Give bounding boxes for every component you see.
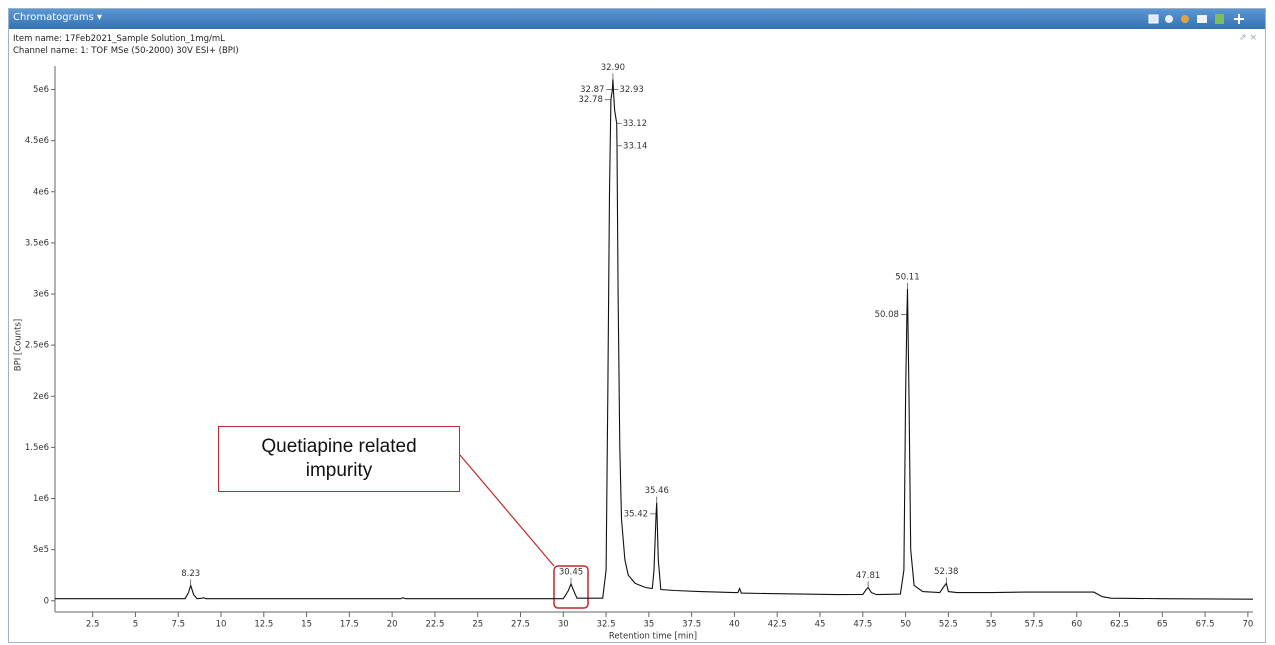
peak-label: 8.23 [181, 569, 200, 579]
x-tick-label: 55 [986, 620, 997, 630]
x-tick-label: 35 [643, 620, 654, 630]
x-tick-label: 27.5 [511, 620, 530, 630]
peak-label: 52.38 [934, 567, 958, 577]
callout-line [459, 454, 555, 567]
x-tick-label: 32.5 [597, 620, 616, 630]
x-tick-label: 37.5 [682, 620, 701, 630]
icon[interactable] [1197, 15, 1207, 23]
x-tick-label: 10 [216, 620, 227, 630]
x-tick-label: 5 [133, 620, 138, 630]
x-tick-label: 17.5 [340, 620, 359, 630]
icon[interactable] [1215, 14, 1224, 24]
x-tick-label: 42.5 [768, 620, 787, 630]
icon[interactable] [1234, 14, 1244, 24]
x-tick-label: 67.5 [1196, 620, 1215, 630]
peak-label: 32.87 [580, 85, 604, 95]
annotation: Quetiapine related impurity [218, 426, 460, 492]
icon[interactable] [1148, 14, 1159, 24]
y-tick-label: 2.5e6 [25, 341, 49, 351]
item-name: Item name: 17Feb2021_Sample Solution_1mg… [13, 34, 225, 44]
x-tick-label: 45 [815, 620, 826, 630]
y-tick-label: 4e6 [33, 187, 49, 197]
x-tick-label: 47.5 [853, 620, 872, 630]
x-tick-label: 22.5 [425, 620, 444, 630]
y-tick-label: 3.5e6 [25, 238, 49, 248]
y-tick-label: 1e6 [33, 494, 49, 504]
icon[interactable] [1181, 15, 1189, 23]
x-tick-label: 7.5 [171, 620, 185, 630]
y-tick-label: 5e6 [33, 85, 49, 95]
x-axis-title: Retention time [min] [609, 632, 697, 642]
pin-close[interactable]: ⇗ × [1239, 33, 1257, 43]
tab[interactable]: Chromatograms ▾ [13, 12, 102, 23]
peak-label: 50.08 [875, 310, 899, 320]
tab-label[interactable]: Chromatograms [13, 12, 94, 23]
toolbar-icons [1148, 14, 1244, 24]
trace [55, 79, 1254, 600]
channel-name: Channel name: 1: TOF MSe (50-2000) 30V E… [13, 46, 239, 56]
peak-label: 32.93 [619, 85, 643, 95]
x-tick-label: 62.5 [1110, 620, 1129, 630]
x-tick-label: 57.5 [1024, 620, 1043, 630]
x-tick-label: 60 [1071, 620, 1082, 630]
highlight-box [553, 565, 589, 609]
y-tick-label: 2e6 [33, 392, 49, 402]
peak-label: 32.78 [579, 95, 603, 105]
y-tick-label: 4.5e6 [25, 136, 49, 146]
x-tick-label: 50 [900, 620, 911, 630]
peak-label: 50.11 [895, 272, 919, 282]
y-axis-title: BPI [Counts] [14, 319, 24, 371]
peak-label: 33.12 [623, 119, 647, 129]
window: Chromatograms ▾ Item name: 17Feb2021_Sam… [8, 8, 1266, 643]
title-bar: Chromatograms ▾ [9, 9, 1265, 29]
x-tick-label: 30 [558, 620, 569, 630]
x-tick-label: 52.5 [939, 620, 958, 630]
x-tick-label: 2.5 [86, 620, 100, 630]
x-tick-label: 65 [1157, 620, 1168, 630]
x-tick-label: 40 [729, 620, 740, 630]
x-tick-label: 12.5 [254, 620, 273, 630]
x-tick-label: 70 [1242, 620, 1253, 630]
peak-label: 47.81 [856, 571, 880, 581]
y-tick-label: 0 [44, 596, 49, 606]
x-tick-label: 15 [301, 620, 312, 630]
y-tick-label: 5e5 [33, 545, 49, 555]
peak-label: 33.14 [623, 141, 647, 151]
peak-label: 35.46 [645, 486, 669, 496]
y-tick-label: 1.5e6 [25, 443, 49, 453]
x-tick-label: 25 [472, 620, 483, 630]
peak-label: 32.90 [601, 63, 625, 73]
icon[interactable] [1165, 15, 1173, 23]
peak-label: 35.42 [624, 509, 648, 519]
x-tick-label: 20 [387, 620, 398, 630]
peak-label: 30.45 [559, 567, 583, 577]
y-tick-label: 3e6 [33, 290, 49, 300]
